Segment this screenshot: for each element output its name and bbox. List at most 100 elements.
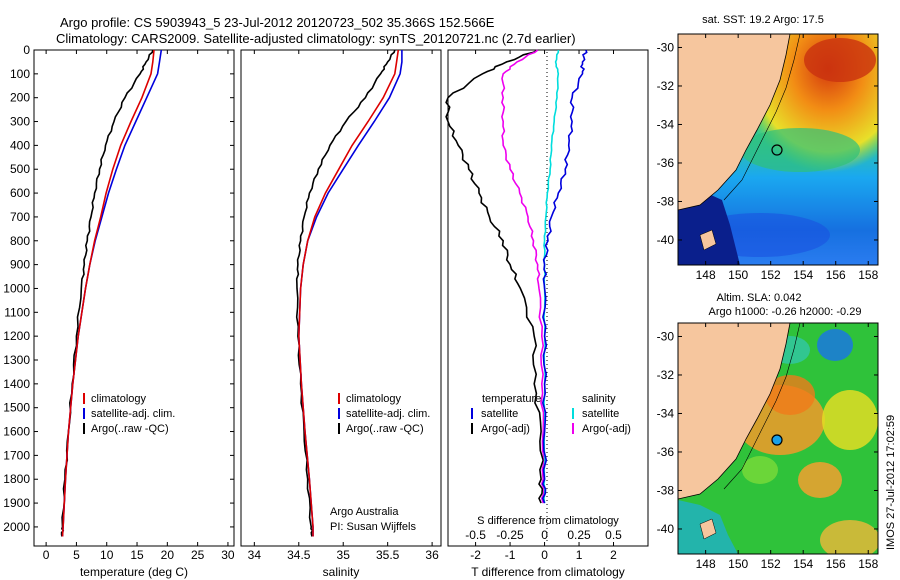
x-tick-label: 10 xyxy=(100,548,114,562)
lon-tick-label: 154 xyxy=(793,268,813,282)
temperature-x-label: temperature (deg C) xyxy=(80,565,188,579)
sst-map-ticks: 148 150 152 154 156 158 -30 -32 -34 -36 -38 -40 xyxy=(657,34,879,282)
title-line-1: Argo profile: CS 5903943_5 23-Jul-2012 2… xyxy=(60,15,495,30)
depth-tick-label: 200 xyxy=(10,91,30,105)
x-tick-label: 5 xyxy=(73,548,80,562)
x-tick-label: 15 xyxy=(130,548,144,562)
depth-tick-label: 1500 xyxy=(3,401,30,415)
depth-tick-label: 1900 xyxy=(3,496,30,510)
lon-tick-label: 158 xyxy=(858,268,878,282)
lon-tick-label: 150 xyxy=(728,557,748,571)
lat-tick-label: -32 xyxy=(657,79,675,93)
bathymetry-contour xyxy=(723,34,801,201)
difference-x-axis: -2 -1 0 1 2 xyxy=(470,50,617,562)
lon-tick-label: 150 xyxy=(728,268,748,282)
x-tick-label: 2 xyxy=(610,548,617,562)
legend-label-satellite: satellite-adj. clim. xyxy=(91,408,175,420)
argo-salinity-line xyxy=(295,49,396,537)
lat-tick-label: -38 xyxy=(657,483,675,497)
coastline xyxy=(678,323,791,500)
s-difference-label: S difference from climatology xyxy=(477,515,619,527)
lat-tick-label: -30 xyxy=(657,40,675,54)
s-tick-label: 0.25 xyxy=(567,528,591,542)
x-tick-label: 34.5 xyxy=(287,548,311,562)
x-tick-label: 36 xyxy=(425,548,439,562)
salinity-panel: 34 34.5 35 35.5 36 climatology satellite-adj… xyxy=(240,49,442,579)
legend-label-climatology: climatology xyxy=(346,393,402,405)
depth-tick-label: 900 xyxy=(10,258,30,272)
difference-legend: temperature satellite Argo(-adj) salinit… xyxy=(471,393,631,435)
salinity-axes xyxy=(240,49,442,547)
legend-label-argo: Argo(..raw -QC) xyxy=(91,423,169,435)
x-tick-label: 34 xyxy=(248,548,262,562)
depth-tick-label: 1000 xyxy=(3,281,30,295)
lon-tick-label: 156 xyxy=(826,268,846,282)
lon-tick-label: 148 xyxy=(696,268,716,282)
sla-map-title-2: Argo h1000: -0.26 h2000: -0.29 xyxy=(709,306,862,318)
sla-high-3 xyxy=(798,462,842,498)
difference-series xyxy=(445,49,588,504)
lat-tick-label: -34 xyxy=(657,117,675,131)
climatology-temperature-line xyxy=(61,49,155,537)
sla-low-1 xyxy=(817,329,853,361)
land xyxy=(678,34,790,210)
argo-location-marker xyxy=(771,434,783,446)
depth-tick-label: 1700 xyxy=(3,448,30,462)
sla-mid xyxy=(742,456,778,484)
difference-panel: -2 -1 0 1 2 temperature satellite Argo(-adj)… xyxy=(445,49,649,579)
sla-map-title-1: Altim. SLA: 0.042 xyxy=(717,292,802,304)
sst-green-band xyxy=(740,128,860,172)
depth-tick-label: 800 xyxy=(10,234,30,248)
sla-map: Altim. SLA: 0.042 Argo h1000: -0.26 h200… xyxy=(657,292,879,571)
legend-label-satellite: satellite-adj. clim. xyxy=(346,408,430,420)
x-tick-label: 1 xyxy=(576,548,583,562)
depth-tick-label: 700 xyxy=(10,210,30,224)
x-tick-label: 0 xyxy=(541,548,548,562)
depth-tick-label: 1200 xyxy=(3,329,30,343)
lat-tick-label: -32 xyxy=(657,368,675,382)
x-tick-label: -2 xyxy=(470,548,481,562)
lon-tick-label: 156 xyxy=(826,557,846,571)
lon-tick-label: 148 xyxy=(696,557,716,571)
sla-map-frame xyxy=(677,322,879,555)
depth-tick-label: 1300 xyxy=(3,353,30,367)
s-tick-label: -0.5 xyxy=(465,528,486,542)
sst-map-field xyxy=(678,34,878,265)
sla-high-core xyxy=(765,375,815,415)
legend-label-s-argo: Argo(-adj) xyxy=(582,423,631,435)
lon-tick-label: 158 xyxy=(858,557,878,571)
temperature-x-axis: 0 5 10 15 20 25 30 xyxy=(43,50,235,562)
lat-tick-label: -38 xyxy=(657,194,675,208)
depth-tick-label: 1100 xyxy=(4,305,30,319)
legend-label-t-argo: Argo(-adj) xyxy=(481,423,530,435)
x-tick-label: 25 xyxy=(191,548,205,562)
salinity-legend: climatology satellite-adj. clim. Argo(..… xyxy=(338,393,430,435)
argo-t-difference-line xyxy=(445,49,545,504)
x-tick-label: 35 xyxy=(337,548,351,562)
s-difference-ticks: -0.5 -0.25 0 0.25 0.5 xyxy=(465,528,622,542)
island xyxy=(699,229,717,251)
sst-map-title: sat. SST: 19.2 Argo: 17.5 xyxy=(702,14,824,26)
island xyxy=(699,518,717,540)
t-difference-label: T difference from climatology xyxy=(471,565,625,579)
depth-tick-label: 1800 xyxy=(3,472,30,486)
salinity-series xyxy=(295,49,403,537)
credit-line-2: PI: Susan Wijffels xyxy=(330,521,416,533)
depth-tick-label: 1400 xyxy=(3,377,30,391)
lon-tick-label: 152 xyxy=(761,557,781,571)
lon-tick-label: 154 xyxy=(793,557,813,571)
x-tick-label: 35.5 xyxy=(376,548,400,562)
s-tick-label: 0.5 xyxy=(605,528,622,542)
depth-tick-label: 1600 xyxy=(3,425,30,439)
depth-tick-label: 2000 xyxy=(3,520,30,534)
sst-hot-core xyxy=(804,38,876,82)
depth-tick-label: 600 xyxy=(10,186,30,200)
climatology-salinity-line xyxy=(297,49,400,537)
depth-tick-label: 0 xyxy=(23,43,30,57)
legend-heading-salinity: salinity xyxy=(582,393,616,405)
lat-tick-label: -34 xyxy=(657,406,675,420)
depth-tick-label: 400 xyxy=(10,138,30,152)
x-tick-label: -1 xyxy=(505,548,516,562)
x-tick-label: 0 xyxy=(43,548,50,562)
